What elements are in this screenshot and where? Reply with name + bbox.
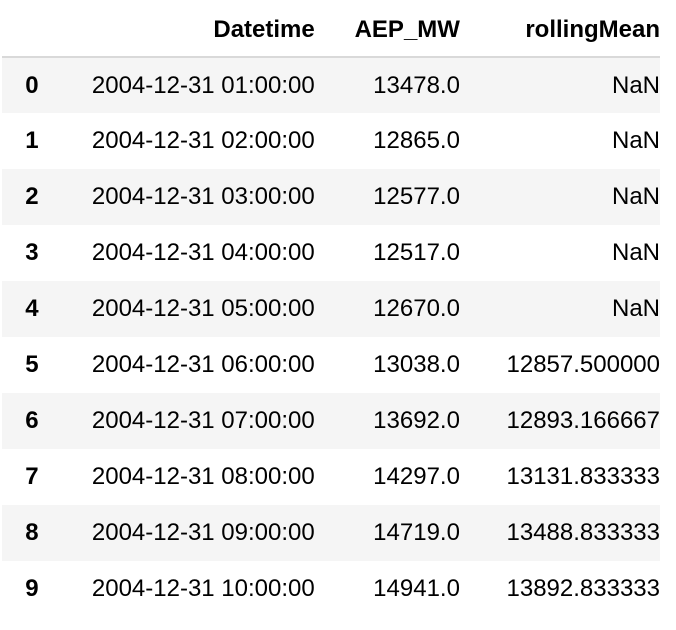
rolling-mean-cell: NaN [611,71,660,99]
row-index: 7 [25,463,39,490]
rolling-mean-header: rollingMean [459,4,660,58]
datetime-cell: 2004-12-31 09:00:00 [91,519,315,546]
datetime-cell: 2004-12-31 05:00:00 [91,295,315,322]
aep-mw-cell: 13038.0 [373,351,460,378]
datetime-cell: 2004-12-31 03:00:00 [91,183,315,210]
table-row: 3 2004-12-31 04:00:00 12517.0 NaN [2,225,660,281]
table-row: 0 2004-12-31 01:00:00 13478.0 NaN [2,57,660,113]
rolling-mean-cell: 13488.833333 [506,519,661,546]
index-header [2,4,39,58]
header-row: Datetime AEP_MW rollingMean [2,4,660,58]
rolling-mean-cell: 12857.500000 [506,351,661,378]
table-body: 0 2004-12-31 01:00:00 13478.0 NaN 1 2004-12-3… [2,57,660,617]
aep-mw-cell: 13478.0 [373,71,460,99]
datetime-cell: 2004-12-31 02:00:00 [91,127,315,154]
table-row: 5 2004-12-31 06:00:00 13038.0 12857.500000 [2,337,660,393]
table-row: 6 2004-12-31 07:00:00 13692.0 12893.166667 [2,393,660,449]
table-header: Datetime AEP_MW rollingMean [2,4,660,58]
rolling-mean-cell: 13131.833333 [506,463,661,490]
row-index: 6 [25,407,39,434]
aep-mw-cell: 14941.0 [373,575,460,602]
row-index: 3 [25,239,39,266]
row-index: 8 [25,519,39,546]
rolling-mean-cell: 12893.166667 [506,407,661,434]
aep-mw-cell: 14297.0 [373,463,460,490]
table-row: 7 2004-12-31 08:00:00 14297.0 13131.833333 [2,449,660,505]
table-row: 1 2004-12-31 02:00:00 12865.0 NaN [2,113,660,169]
row-index: 2 [25,183,39,210]
rolling-mean-cell: NaN [611,295,660,322]
table-row: 8 2004-12-31 09:00:00 14719.0 13488.833333 [2,505,660,561]
row-index: 4 [25,295,39,322]
datetime-cell: 2004-12-31 10:00:00 [91,575,315,602]
rolling-mean-cell: 13892.833333 [506,575,661,602]
datetime-cell: 2004-12-31 06:00:00 [91,351,315,378]
datetime-header: Datetime [38,4,315,58]
aep-mw-cell: 13692.0 [373,407,460,434]
row-index: 5 [25,351,39,378]
rolling-mean-cell: NaN [611,239,660,266]
dataframe-table: Datetime AEP_MW rollingMean 0 2004-12-31 … [2,4,660,617]
aep-mw-cell: 12670.0 [373,295,460,322]
row-index: 0 [25,71,39,99]
row-index: 1 [25,127,39,154]
aep-mw-cell: 12577.0 [373,183,460,210]
aep-mw-cell: 14719.0 [373,519,460,546]
rolling-mean-cell: NaN [611,127,660,154]
rolling-mean-cell: NaN [611,183,660,210]
datetime-cell: 2004-12-31 01:00:00 [91,71,315,99]
aep-mw-cell: 12517.0 [373,239,460,266]
table-row: 2 2004-12-31 03:00:00 12577.0 NaN [2,169,660,225]
datetime-cell: 2004-12-31 07:00:00 [91,407,315,434]
aep-mw-cell: 12865.0 [373,127,460,154]
datetime-cell: 2004-12-31 04:00:00 [91,239,315,266]
aep-mw-header: AEP_MW [314,4,460,58]
table-row: 9 2004-12-31 10:00:00 14941.0 13892.833333 [2,561,660,617]
row-index: 9 [25,575,39,602]
datetime-cell: 2004-12-31 08:00:00 [91,463,315,490]
table-row: 4 2004-12-31 05:00:00 12670.0 NaN [2,281,660,337]
